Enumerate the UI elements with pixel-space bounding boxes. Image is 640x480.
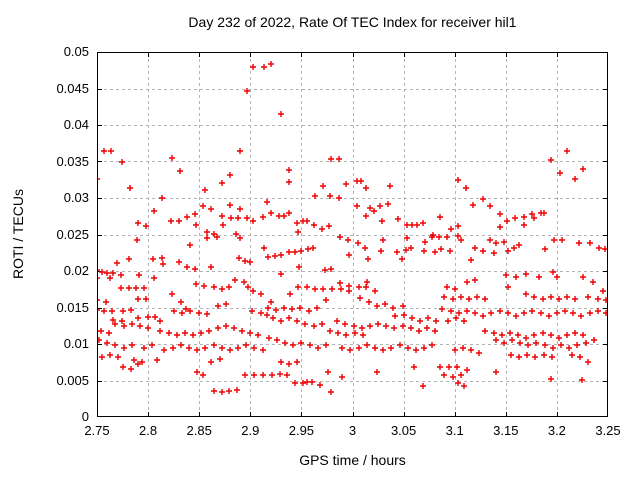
x-tick-label: 3 xyxy=(348,423,357,438)
y-tick-label: 0.04 xyxy=(63,117,89,132)
y-tick-label: 0.045 xyxy=(56,80,89,96)
x-tick-label: 3.05 xyxy=(390,423,417,438)
x-tick-label: 2.85 xyxy=(186,423,212,438)
y-tick-label: 0 xyxy=(81,409,89,424)
gridlines xyxy=(98,53,607,416)
x-tick-label: 2.8 xyxy=(139,423,158,438)
data-points xyxy=(97,61,608,395)
scatter-plot-area xyxy=(97,52,608,417)
scatter-markers xyxy=(97,61,608,395)
y-tick-label: 0.05 xyxy=(63,44,89,59)
x-tick-label: 2.95 xyxy=(288,423,315,438)
x-tick-label: 3.2 xyxy=(547,423,566,438)
y-tick-label: 0.025 xyxy=(56,226,89,242)
x-tick-label: 2.75 xyxy=(84,423,110,438)
y-tick-label: 0.015 xyxy=(56,299,89,315)
y-tick-label: 0.005 xyxy=(56,372,89,388)
y-tick-label: 0.02 xyxy=(63,263,89,278)
x-tick-label: 2.9 xyxy=(241,423,260,438)
x-tick-label: 3.1 xyxy=(445,423,464,438)
x-tick-label: 3.15 xyxy=(493,423,519,438)
y-tick-label: 0.03 xyxy=(63,190,89,205)
x-axis-label: GPS time / hours xyxy=(299,452,406,468)
x-tick-label: 3.25 xyxy=(595,423,621,438)
y-tick-label: 0.01 xyxy=(63,336,89,351)
plot-border xyxy=(97,52,608,417)
chart-title: Day 232 of 2022, Rate Of TEC Index for r… xyxy=(188,14,517,30)
y-tick-label: 0.035 xyxy=(56,153,89,169)
axis-ticks xyxy=(97,52,608,417)
